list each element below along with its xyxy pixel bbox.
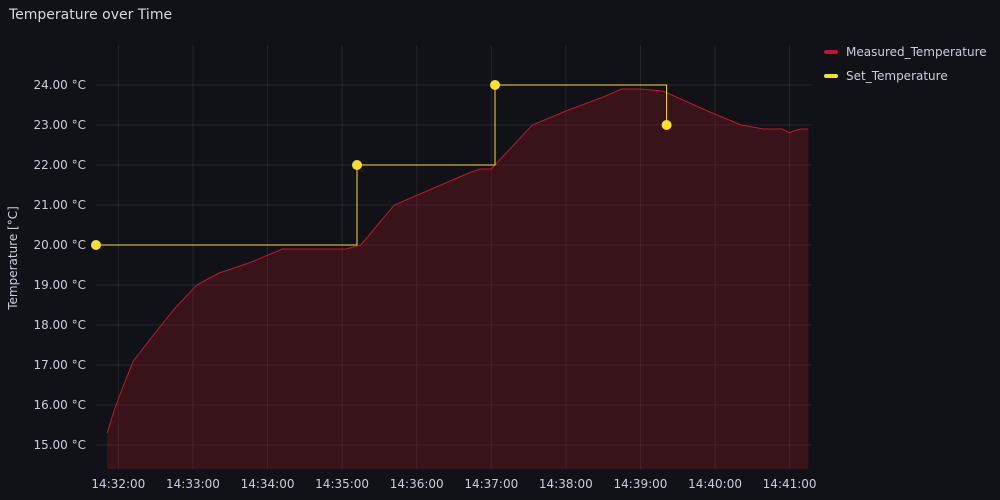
legend-item-measured[interactable]: Measured_Temperature [824, 40, 987, 64]
x-tick-label: 14:39:00 [614, 477, 668, 491]
set-temperature-line [96, 84, 668, 246]
y-tick-label: 21.00 °C [33, 198, 86, 212]
series-layer [91, 80, 809, 469]
set-temperature-point[interactable] [490, 80, 500, 90]
y-tick-label: 24.00 °C [33, 78, 86, 92]
measured-temperature-line [106, 88, 809, 434]
x-tick-label: 14:40:00 [688, 477, 742, 491]
y-tick-label: 16.00 °C [33, 398, 86, 412]
y-tick-label: 19.00 °C [33, 278, 86, 292]
x-tick-label: 14:41:00 [763, 477, 817, 491]
legend-label-measured: Measured_Temperature [846, 45, 987, 59]
y-tick-label: 23.00 °C [33, 118, 86, 132]
legend: Measured_Temperature Set_Temperature [824, 40, 987, 88]
legend-label-set: Set_Temperature [846, 69, 948, 83]
x-tick-label: 14:32:00 [91, 477, 145, 491]
y-tick-label: 18.00 °C [33, 318, 86, 332]
x-tick-label: 14:34:00 [241, 477, 295, 491]
x-tick-label: 14:33:00 [166, 477, 220, 491]
set-temperature-point[interactable] [91, 240, 101, 250]
x-tick-label: 14:37:00 [464, 477, 518, 491]
x-tick-label: 14:38:00 [539, 477, 593, 491]
y-axis-label: Temperature [°C] [6, 206, 20, 310]
set-temperature-point[interactable] [661, 120, 672, 130]
panel-title: Temperature over Time [9, 7, 173, 23]
measured-temperature-area [107, 89, 809, 469]
y-tick-label: 22.00 °C [33, 158, 86, 172]
legend-swatch-measured [824, 50, 838, 54]
y-tick-label: 20.00 °C [33, 238, 86, 252]
x-axis: 14:32:00 14:33:00 14:34:00 14:35:00 14:36:00… [91, 477, 816, 491]
set-temperature-point[interactable] [352, 160, 362, 170]
y-tick-label: 17.00 °C [33, 358, 86, 372]
y-tick-label: 15.00 °C [33, 438, 86, 452]
x-tick-label: 14:36:00 [390, 477, 444, 491]
x-tick-label: 14:35:00 [315, 477, 369, 491]
legend-item-set[interactable]: Set_Temperature [824, 64, 987, 88]
y-axis: 15.00 °C 16.00 °C 17.00 °C 18.00 °C 19.00 °C… [33, 78, 86, 452]
legend-swatch-set [824, 74, 838, 78]
